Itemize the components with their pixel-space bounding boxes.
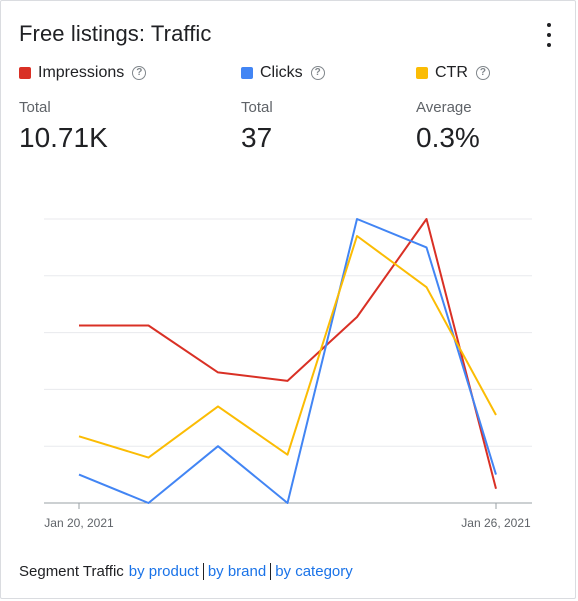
metric-clicks: Clicks ? Total 37 [241,63,325,154]
help-icon[interactable]: ? [475,66,490,80]
x-tick-label: Jan 26, 2021 [461,516,531,530]
series-line-impressions[interactable] [79,218,497,490]
ctr-swatch[interactable] [416,67,428,79]
card-title: Free listings: Traffic [19,21,212,46]
metric-name: CTR [435,64,468,81]
series-line-clicks[interactable] [78,218,497,504]
segment-by-product-link[interactable]: by product [128,563,199,580]
metric-name: Impressions [38,64,125,81]
segment-bar: Segment Traffic by product by brand by c… [19,563,353,580]
clicks-swatch[interactable] [241,67,253,79]
x-tick-label: Jan 20, 2021 [44,516,114,530]
metric-aggregation: Average [416,99,472,116]
metric-aggregation: Total [19,99,51,116]
divider [270,563,272,580]
segment-by-category-link[interactable]: by category [275,563,353,580]
help-icon[interactable]: ? [132,66,147,80]
metric-aggregation: Total [241,99,273,116]
more-options-icon[interactable] [539,23,559,47]
segment-label: Segment Traffic [19,563,124,580]
help-icon[interactable]: ? [310,66,325,80]
segment-by-brand-link[interactable]: by brand [207,563,267,580]
traffic-line-chart: Jan 20, 2021 Jan 26, 2021 [44,218,532,530]
metric-ctr: CTR ? Average 0.3% [416,63,490,154]
metric-value: 37 [241,122,273,153]
divider [202,563,204,580]
metric-value: 0.3% [416,122,480,153]
metric-impressions: Impressions ? Total 10.71K [19,63,147,154]
metric-name: Clicks [260,64,303,81]
series-line-ctr[interactable] [78,235,497,459]
metric-value: 10.71K [19,122,108,153]
impressions-swatch[interactable] [19,67,31,79]
